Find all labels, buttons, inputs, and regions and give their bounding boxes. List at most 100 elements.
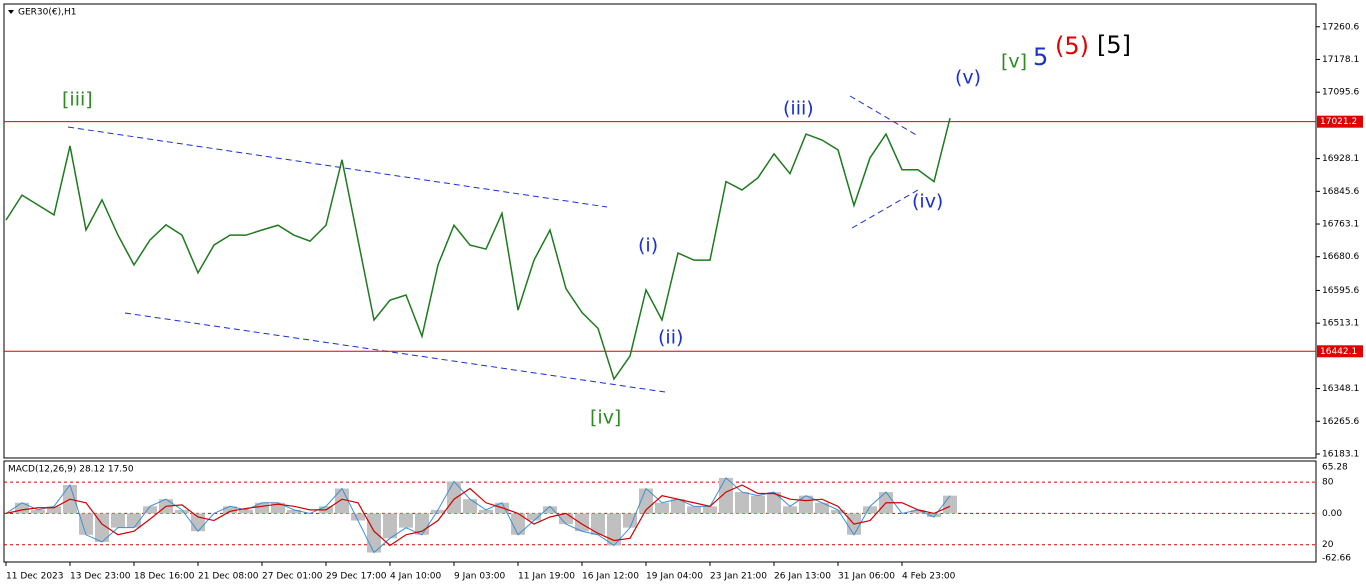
macd-bar [943, 495, 957, 514]
trend-lines [67, 95, 919, 393]
macd-bar [831, 509, 845, 514]
y-tick-label: -62.66 [1322, 554, 1351, 564]
x-tick-label: 18 Dec 16:00 [134, 572, 195, 582]
macd-bar [511, 513, 525, 535]
y-tick-label: 17178.1 [1322, 55, 1359, 65]
macd-bar [623, 513, 637, 528]
macd-bar [815, 502, 829, 514]
level-tag [1317, 115, 1363, 128]
y-tick-label: 17260.6 [1322, 22, 1359, 32]
macd-bar [671, 499, 685, 514]
macd-bar [143, 506, 157, 514]
trend-line [851, 189, 919, 229]
macd-bar [383, 513, 397, 539]
wave-label: (iv) [912, 191, 943, 213]
trend-line [124, 312, 666, 393]
wave-label: (5) [1055, 32, 1089, 60]
macd-bar [863, 506, 877, 514]
macd-bar [927, 513, 941, 517]
macd-bar [31, 509, 45, 514]
macd-bar [751, 495, 765, 514]
macd-bar [47, 506, 61, 514]
macd-bar [223, 506, 237, 514]
trend-line [849, 95, 919, 137]
y-tick-label: 16928.1 [1322, 154, 1359, 164]
x-tick-label: 31 Jan 06:00 [838, 572, 895, 582]
macd-bar [703, 506, 717, 514]
macd-bar [607, 513, 621, 546]
macd-bar [447, 481, 461, 514]
y-tick-label: 65.28 [1322, 463, 1348, 473]
x-tick-label: 4 Feb 23:00 [902, 572, 956, 582]
x-tick-label: 9 Jan 03:00 [454, 572, 506, 582]
y-tick-label: 16845.6 [1322, 187, 1359, 197]
x-tick-label: 16 Jan 12:00 [582, 572, 639, 582]
macd-panel [3, 460, 1317, 563]
x-tick-label: 13 Dec 23:00 [70, 572, 131, 582]
macd-bar [95, 513, 109, 542]
wave-label: 5 [1033, 43, 1048, 71]
macd-bar [175, 509, 189, 514]
wave-label: (v) [955, 67, 981, 89]
macd-bar [911, 509, 925, 514]
x-tick-label: 26 Jan 13:00 [774, 572, 831, 582]
menu-triangle [8, 10, 14, 14]
x-tick-label: 27 Dec 01:00 [262, 572, 323, 582]
macd-bar [559, 513, 573, 525]
macd-bar [287, 509, 301, 514]
x-tick-label: 11 Jan 19:00 [518, 572, 575, 582]
x-tick-label: 19 Jan 04:00 [646, 572, 703, 582]
y-tick-label: 16348.1 [1322, 384, 1359, 394]
x-tick-label: 29 Dec 17:00 [326, 572, 387, 582]
macd-bar [719, 477, 733, 514]
macd-bar [655, 502, 669, 514]
macd-bar [463, 499, 477, 514]
wave-label: [5] [1097, 31, 1131, 59]
wave-label: [iii] [62, 89, 93, 111]
macd-bar [367, 513, 381, 553]
main-panel [3, 3, 1317, 459]
macd-bar [127, 513, 141, 528]
macd-bar [735, 492, 749, 514]
macd-line [5, 477, 951, 554]
signal-line [5, 484, 951, 547]
wave-label: (iii) [783, 98, 814, 120]
macd-bar [239, 509, 253, 514]
trend-line [67, 126, 608, 208]
wave-label: (ii) [658, 327, 683, 349]
chart-title: GER30(€),H1 [18, 8, 76, 18]
macd-title: MACD(12,26,9) 28.12 17.50 [8, 465, 134, 475]
y-tick-label: 0.00 [1322, 509, 1342, 519]
x-tick-label: 4 Jan 10:00 [390, 572, 442, 582]
macd-bar [335, 488, 349, 514]
macd-bar [543, 506, 557, 514]
level-tag [1317, 345, 1363, 358]
macd-bar [687, 506, 701, 514]
macd-bar [399, 513, 413, 528]
macd-bar [527, 513, 541, 521]
macd-bar [191, 513, 205, 532]
wave-label: [iv] [590, 407, 621, 429]
macd-bar [767, 492, 781, 514]
x-tick-label: 21 Dec 08:00 [198, 572, 259, 582]
x-tick-label: 11 Dec 2023 [6, 572, 64, 582]
level-label: 17021.2 [1320, 117, 1357, 127]
macd-bar [783, 506, 797, 514]
y-tick-label: 16513.1 [1322, 319, 1359, 329]
macd-bar [271, 502, 285, 514]
y-tick-label: 80 [1322, 478, 1334, 488]
wave-label: (i) [638, 235, 658, 257]
macd-bar [431, 509, 445, 514]
macd-bar [79, 513, 93, 535]
macd-bar [479, 509, 493, 514]
macd-bar [591, 513, 605, 535]
wave-label: [v] [1001, 51, 1027, 73]
y-tick-label: 16595.6 [1322, 286, 1359, 296]
y-tick-label: 17095.6 [1322, 88, 1359, 98]
macd-bar [111, 513, 125, 528]
macd-bar [351, 513, 365, 521]
y-tick-label: 16183.1 [1322, 449, 1359, 459]
macd-bar [255, 502, 269, 514]
y-tick-label: 20 [1322, 540, 1334, 550]
